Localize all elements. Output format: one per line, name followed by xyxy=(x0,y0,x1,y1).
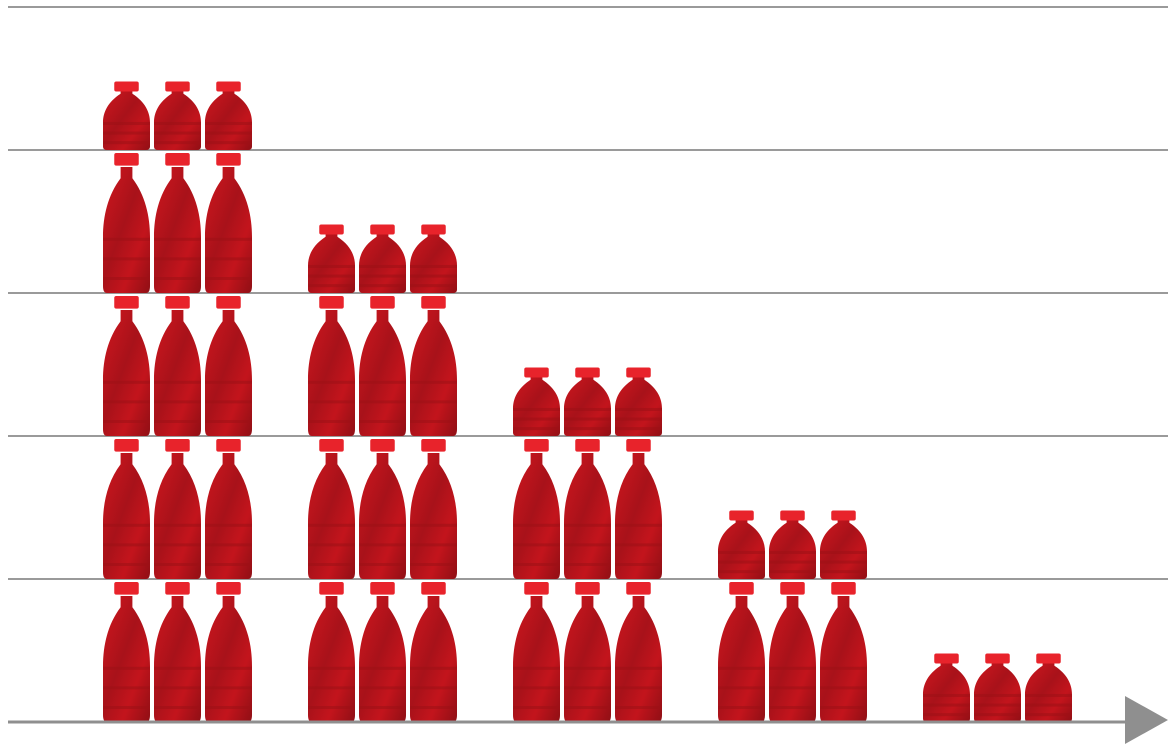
bars xyxy=(103,81,1072,722)
bottle-icon xyxy=(513,367,560,436)
bottle-icon xyxy=(974,653,1021,722)
bottle-icon xyxy=(410,582,457,722)
bottle-icon xyxy=(154,296,201,436)
bottle-icon xyxy=(564,367,611,436)
bottle-icon xyxy=(359,439,406,579)
bottle-icon xyxy=(308,296,355,436)
bottle-icon xyxy=(308,582,355,722)
bottle-icon xyxy=(564,439,611,579)
bottle-icon xyxy=(154,582,201,722)
bottle-icon xyxy=(205,153,252,293)
bottle-icon xyxy=(359,296,406,436)
bar xyxy=(718,510,867,722)
bar xyxy=(308,224,457,722)
bottle-icon xyxy=(154,81,201,150)
bottle-icon xyxy=(103,296,150,436)
bottle-icon xyxy=(718,582,765,722)
bottle-icon xyxy=(513,439,560,579)
gridlines xyxy=(8,6,1168,580)
bottle-icon xyxy=(205,296,252,436)
bottle-icon xyxy=(615,582,662,722)
bottle-icon xyxy=(615,367,662,436)
bottle-icon xyxy=(205,81,252,150)
bottle-icon xyxy=(769,582,816,722)
bottle-icon xyxy=(154,153,201,293)
bottle-icon xyxy=(410,224,457,293)
bottle-icon xyxy=(769,510,816,579)
bottle-icon xyxy=(359,582,406,722)
axis-arrow-icon xyxy=(1125,696,1168,744)
bottle-icon xyxy=(923,653,970,722)
bottle-icon xyxy=(820,510,867,579)
bottle-icon xyxy=(615,439,662,579)
bar xyxy=(103,81,252,722)
bottle-icon xyxy=(359,224,406,293)
bottle-icon xyxy=(1025,653,1072,722)
bottle-icon xyxy=(718,510,765,579)
bottle-icon xyxy=(205,439,252,579)
bottle-icon xyxy=(820,582,867,722)
bottle-icon xyxy=(410,439,457,579)
bottle-icon xyxy=(564,582,611,722)
bottle-icon xyxy=(513,582,560,722)
x-axis xyxy=(8,696,1168,744)
bottle-icon xyxy=(103,153,150,293)
bottle-icon xyxy=(205,582,252,722)
bottle-icon xyxy=(103,439,150,579)
bottle-icon xyxy=(103,81,150,150)
bottle-icon xyxy=(154,439,201,579)
bottle-icon xyxy=(308,439,355,579)
bar xyxy=(923,653,1072,722)
bottle-icon xyxy=(308,224,355,293)
bottle-icon xyxy=(410,296,457,436)
bar xyxy=(513,367,662,722)
bottle-icon xyxy=(103,582,150,722)
